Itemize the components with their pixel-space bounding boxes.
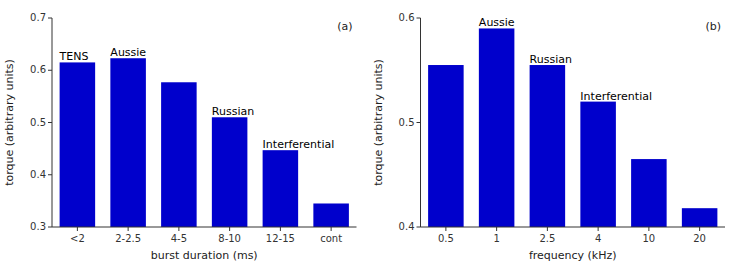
bars xyxy=(60,58,349,227)
x-tick xyxy=(178,227,179,231)
bar xyxy=(60,62,96,227)
x-axis-label: frequency (kHz) xyxy=(529,249,617,262)
x-tick-label: 10 xyxy=(643,233,656,244)
y-tick-label: 0.6 xyxy=(399,12,415,23)
bar xyxy=(682,208,718,227)
x-tick xyxy=(77,227,78,231)
bar xyxy=(212,117,248,227)
x-axis xyxy=(421,227,726,228)
y-tick xyxy=(417,18,421,19)
x-tick xyxy=(229,227,230,231)
panel: 0.3 0.4 0.5 0.6 0.7 <2 2-2.5 4-5 8-10 12-15 cont bu… xyxy=(3,12,357,262)
bar-annotation: TENS xyxy=(59,50,89,63)
x-tick xyxy=(128,227,129,231)
bar xyxy=(313,203,349,227)
x-axis-label: burst duration (ms) xyxy=(151,249,258,262)
bar xyxy=(479,28,515,227)
bar xyxy=(428,65,464,227)
y-tick xyxy=(48,174,52,175)
bar-annotation: Interferential xyxy=(263,138,335,151)
x-tick xyxy=(598,227,599,231)
x-tick xyxy=(547,227,548,231)
x-tick xyxy=(699,227,700,231)
x-tick-label: <2 xyxy=(70,233,85,244)
x-tick xyxy=(648,227,649,231)
x-tick-label: 2-2.5 xyxy=(115,233,141,244)
y-tick-label: 0.3 xyxy=(30,221,46,232)
bar-annotation: Russian xyxy=(530,53,572,66)
y-axis-label: torque (arbitrary units) xyxy=(3,59,16,186)
figure: 0.3 0.4 0.5 0.6 0.7 <2 2-2.5 4-5 8-10 12-15 cont bu… xyxy=(0,0,737,265)
x-tick-label: 4-5 xyxy=(171,233,187,244)
x-tick-label: 8-10 xyxy=(218,233,241,244)
x-tick-label: 12-15 xyxy=(266,233,295,244)
bar-annotation: Interferential xyxy=(580,90,652,103)
bar xyxy=(161,82,197,227)
x-tick xyxy=(331,227,332,231)
x-tick xyxy=(280,227,281,231)
x-tick-label: 20 xyxy=(693,233,706,244)
y-tick xyxy=(48,227,52,228)
y-tick-label: 0.5 xyxy=(30,117,46,128)
y-tick xyxy=(417,122,421,123)
y-tick xyxy=(48,70,52,71)
y-tick-label: 0.7 xyxy=(30,12,46,23)
y-tick-label: 0.5 xyxy=(399,117,415,128)
y-tick xyxy=(48,18,52,19)
y-tick-label: 0.4 xyxy=(399,221,415,232)
bar-annotation: Aussie xyxy=(479,16,515,29)
x-axis xyxy=(52,227,357,228)
x-tick-label: cont xyxy=(320,233,342,244)
bar-annotation: Russian xyxy=(212,105,254,118)
bars xyxy=(428,28,717,227)
bar xyxy=(530,65,566,227)
panel: 0.4 0.5 0.6 0.5 1 2.5 4 10 20 frequency (kHz) torq… xyxy=(372,12,726,262)
x-tick-label: 0.5 xyxy=(438,233,454,244)
x-tick xyxy=(445,227,446,231)
panel-label: (a) xyxy=(337,20,352,33)
x-tick-label: 1 xyxy=(493,233,499,244)
bar xyxy=(263,150,299,227)
x-tick-label: 2.5 xyxy=(539,233,555,244)
bar xyxy=(631,159,667,227)
x-tick xyxy=(496,227,497,231)
bar xyxy=(580,102,616,227)
y-tick-label: 0.6 xyxy=(30,64,46,75)
bar-annotation: Aussie xyxy=(110,46,146,59)
bar xyxy=(110,58,146,227)
y-tick xyxy=(48,122,52,123)
x-tick-label: 4 xyxy=(595,233,601,244)
y-tick-label: 0.4 xyxy=(30,169,46,180)
y-tick xyxy=(417,227,421,228)
panel-label: (b) xyxy=(705,20,721,33)
y-axis-label: torque (arbitrary units) xyxy=(372,59,385,186)
